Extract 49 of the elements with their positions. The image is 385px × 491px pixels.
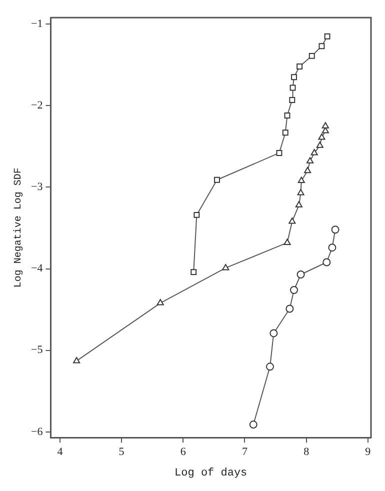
point [296,64,303,70]
point [222,264,230,270]
point [322,122,329,128]
point [284,238,291,245]
point [318,43,325,50]
point [316,142,324,148]
point [298,176,305,183]
point [296,270,305,278]
point [322,258,331,266]
point [289,96,296,103]
point [270,329,278,338]
y-tick-label: −2 [30,100,43,112]
point [290,286,298,294]
x-tick-label: 6 [180,446,186,458]
x-tick-label: 4 [57,446,64,458]
point [284,112,290,118]
point [295,201,302,208]
point [304,166,312,174]
point [249,420,258,429]
point [324,33,330,40]
x-tick-label: 9 [365,446,372,458]
x-tick-label: 7 [242,446,248,458]
point [297,188,304,196]
point [73,356,80,364]
x-tick-label: 5 [118,446,125,458]
point [308,52,315,59]
point [306,157,314,164]
point [156,299,164,306]
point [190,269,197,276]
y-tick-label: −6 [30,426,44,438]
point [288,217,296,224]
point [214,176,220,183]
point [266,362,274,371]
point [286,304,294,313]
point [318,133,326,140]
x-tick-label: 8 [304,446,310,458]
point [276,150,282,156]
point [328,244,336,252]
point [331,226,340,234]
y-tick-label: −4 [30,262,44,275]
point [291,74,297,80]
point [282,130,288,136]
point [194,212,200,218]
y-tick-label: −1 [30,18,43,30]
y-tick-label: −5 [30,344,44,356]
y-tick-label: −3 [30,181,44,194]
y-axis-title: Log Negative Log SDF [12,168,25,288]
point [310,148,318,156]
x-axis-title: Log of days [174,467,248,480]
